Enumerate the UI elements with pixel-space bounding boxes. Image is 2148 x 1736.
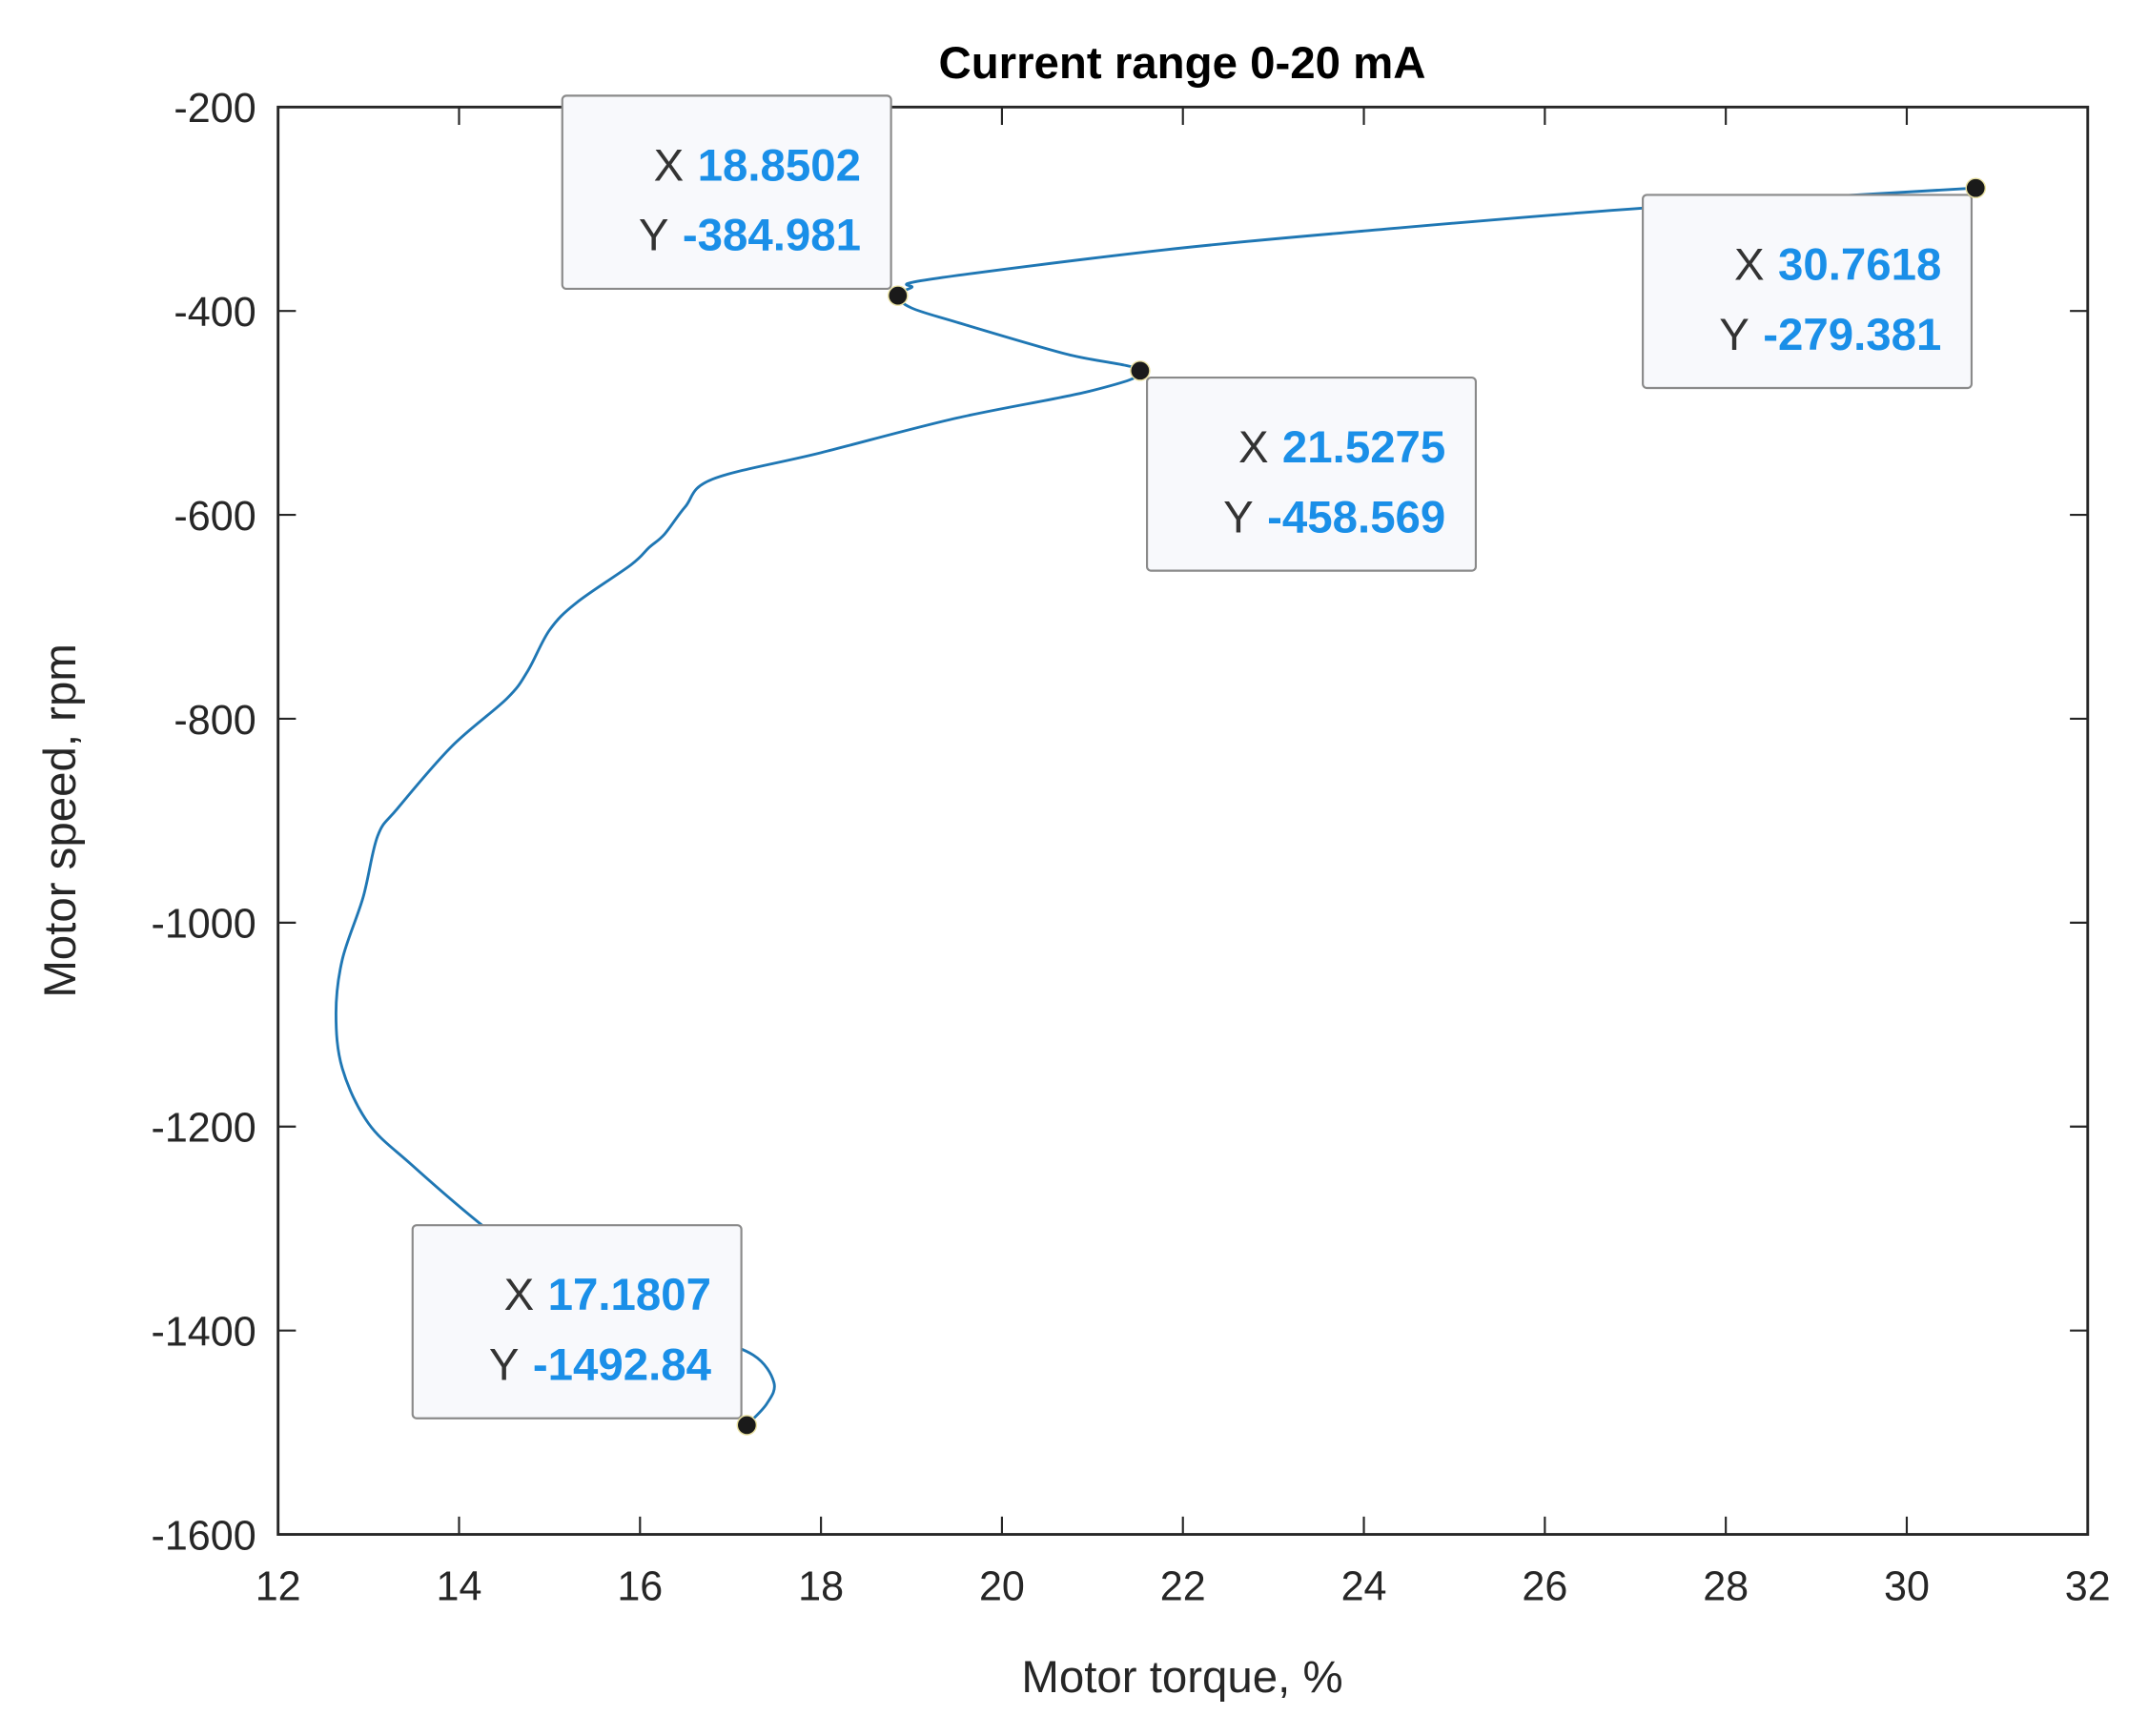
y-tick-label: -600 [174,494,256,540]
y-tick-label: -400 [174,290,256,336]
datatip-x-label: X [654,140,685,191]
datatip-box [411,1224,743,1419]
x-tick-label: 28 [1703,1564,1749,1610]
datatip-box [1642,194,1974,390]
x-axis-label: Motor torque, % [1021,1652,1342,1703]
datatip-x-label: X [1734,239,1765,290]
datatip-y-label: Y [1719,310,1749,360]
x-tick-label: 18 [798,1564,844,1610]
datatip-y-value: -384.981 [683,211,861,261]
y-tick-label: -800 [174,698,256,744]
y-axis-label: Motor speed, rpm [35,643,86,998]
datatip-x-value: 17.1807 [548,1270,711,1320]
datatip[interactable]: 18.8502 X -384.981 Y [561,94,892,291]
chart-title: Current range 0-20 mA [938,38,1425,89]
datatip-x-value: 18.8502 [698,140,861,191]
datatip-marker[interactable] [888,285,909,306]
x-tick-label: 14 [437,1564,482,1610]
datatip-y-value: -1492.84 [533,1340,712,1391]
y-tick-label: -1400 [151,1309,256,1355]
x-tick-label: 24 [1341,1564,1387,1610]
datatip-y-value: -279.381 [1763,310,1941,360]
datatip-y-label: Y [639,211,669,261]
datatip-marker[interactable] [1130,360,1151,381]
datatip-x-label: X [504,1270,535,1320]
x-tick-label: 32 [2065,1564,2111,1610]
x-tick-label: 16 [617,1564,663,1610]
x-tick-label: 22 [1160,1564,1206,1610]
plot-area [276,105,2090,1536]
datatip-box [1145,376,1477,572]
datatip[interactable]: 21.5275 X -458.569 Y [1145,376,1477,572]
x-tick-label: 26 [1522,1564,1567,1610]
y-tick-label: -200 [174,86,256,132]
datatip-x-value: 21.5275 [1282,422,1445,473]
datatip-y-value: -458.569 [1267,492,1445,542]
series-line [334,186,1976,1426]
datatip-x-label: X [1238,422,1269,473]
datatip-marker[interactable] [736,1415,758,1436]
datatip-y-label: Y [489,1340,520,1391]
datatip-marker[interactable] [1965,177,1987,198]
y-tick-label: -1200 [151,1106,256,1152]
x-tick-label: 20 [979,1564,1025,1610]
y-tick-label: -1600 [151,1513,256,1559]
datatip[interactable]: 30.7618 X -279.381 Y [1642,194,1974,390]
datatip-x-value: 30.7618 [1778,239,1941,290]
y-tick-label: -1000 [151,902,256,948]
datatip-box [561,94,892,291]
datatip-y-label: Y [1223,492,1254,542]
datatip[interactable]: 17.1807 X -1492.84 Y [411,1224,743,1419]
x-tick-label: 12 [256,1564,301,1610]
x-tick-label: 30 [1884,1564,1930,1610]
